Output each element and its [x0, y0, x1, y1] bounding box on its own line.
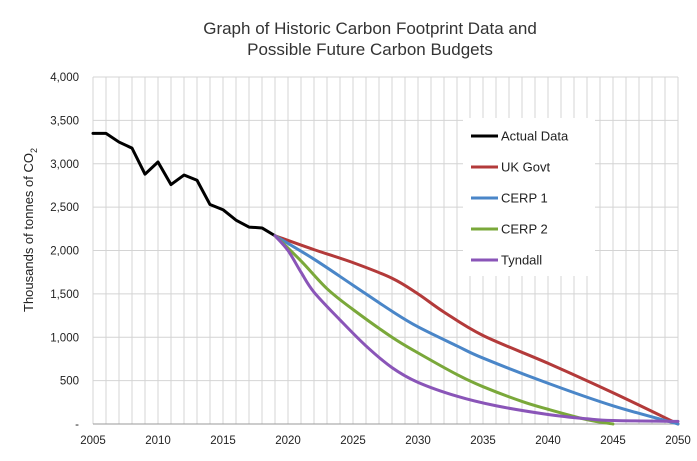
legend-label-cerp-1: CERP 1: [501, 191, 548, 206]
x-tick-label: 2015: [210, 435, 236, 447]
chart-title: Graph of Historic Carbon Footprint Data …: [160, 18, 580, 60]
y-tick-label: 500: [60, 376, 79, 388]
axes: 2005 2010 2015 2020 2025 2030 2035 2040 2045 2050…: [50, 72, 691, 447]
series-line-uk-govt: [273, 234, 680, 426]
x-tick-label: 2020: [275, 435, 301, 447]
series-line-tyndall: [273, 234, 680, 423]
x-tick-label: 2050: [665, 435, 691, 447]
x-tick-label: 2035: [470, 435, 496, 447]
chart-title-line-2: Possible Future Carbon Budgets: [247, 40, 493, 59]
y-tick-label: 2,000: [50, 246, 79, 258]
y-tick-label: 4,000: [50, 72, 79, 84]
y-tick-label: 3,000: [50, 159, 79, 171]
series-line-cerp-2: [273, 234, 615, 426]
x-tick-label: 2025: [340, 435, 366, 447]
series-line-actual-data: [91, 131, 277, 238]
x-tick-label: 2010: [145, 435, 171, 447]
y-tick-label: 1,000: [50, 332, 79, 344]
y-axis-label: Thousands of tonnes of CO2: [21, 148, 39, 312]
y-tick-label: 1,500: [50, 289, 79, 301]
x-tick-label: 2005: [80, 435, 106, 447]
x-tick-label: 2030: [405, 435, 431, 447]
legend-label-tyndall: Tyndall: [501, 253, 542, 268]
series-lines: [91, 131, 680, 426]
y-tick-label: -: [75, 419, 79, 431]
legend: Actual Data UK Govt CERP 1 CERP 2 Tyndall: [463, 118, 595, 276]
y-tick-label: 2,500: [50, 202, 79, 214]
x-tick-label: 2040: [535, 435, 561, 447]
legend-label-uk-govt: UK Govt: [501, 160, 551, 175]
y-tick-label: 3,500: [50, 115, 79, 127]
series-line-cerp-1: [273, 234, 680, 426]
legend-label-actual-data: Actual Data: [501, 129, 569, 144]
legend-label-cerp-2: CERP 2: [501, 222, 548, 237]
chart-title-line-1: Graph of Historic Carbon Footprint Data …: [203, 19, 537, 38]
x-tick-label: 2045: [600, 435, 626, 447]
